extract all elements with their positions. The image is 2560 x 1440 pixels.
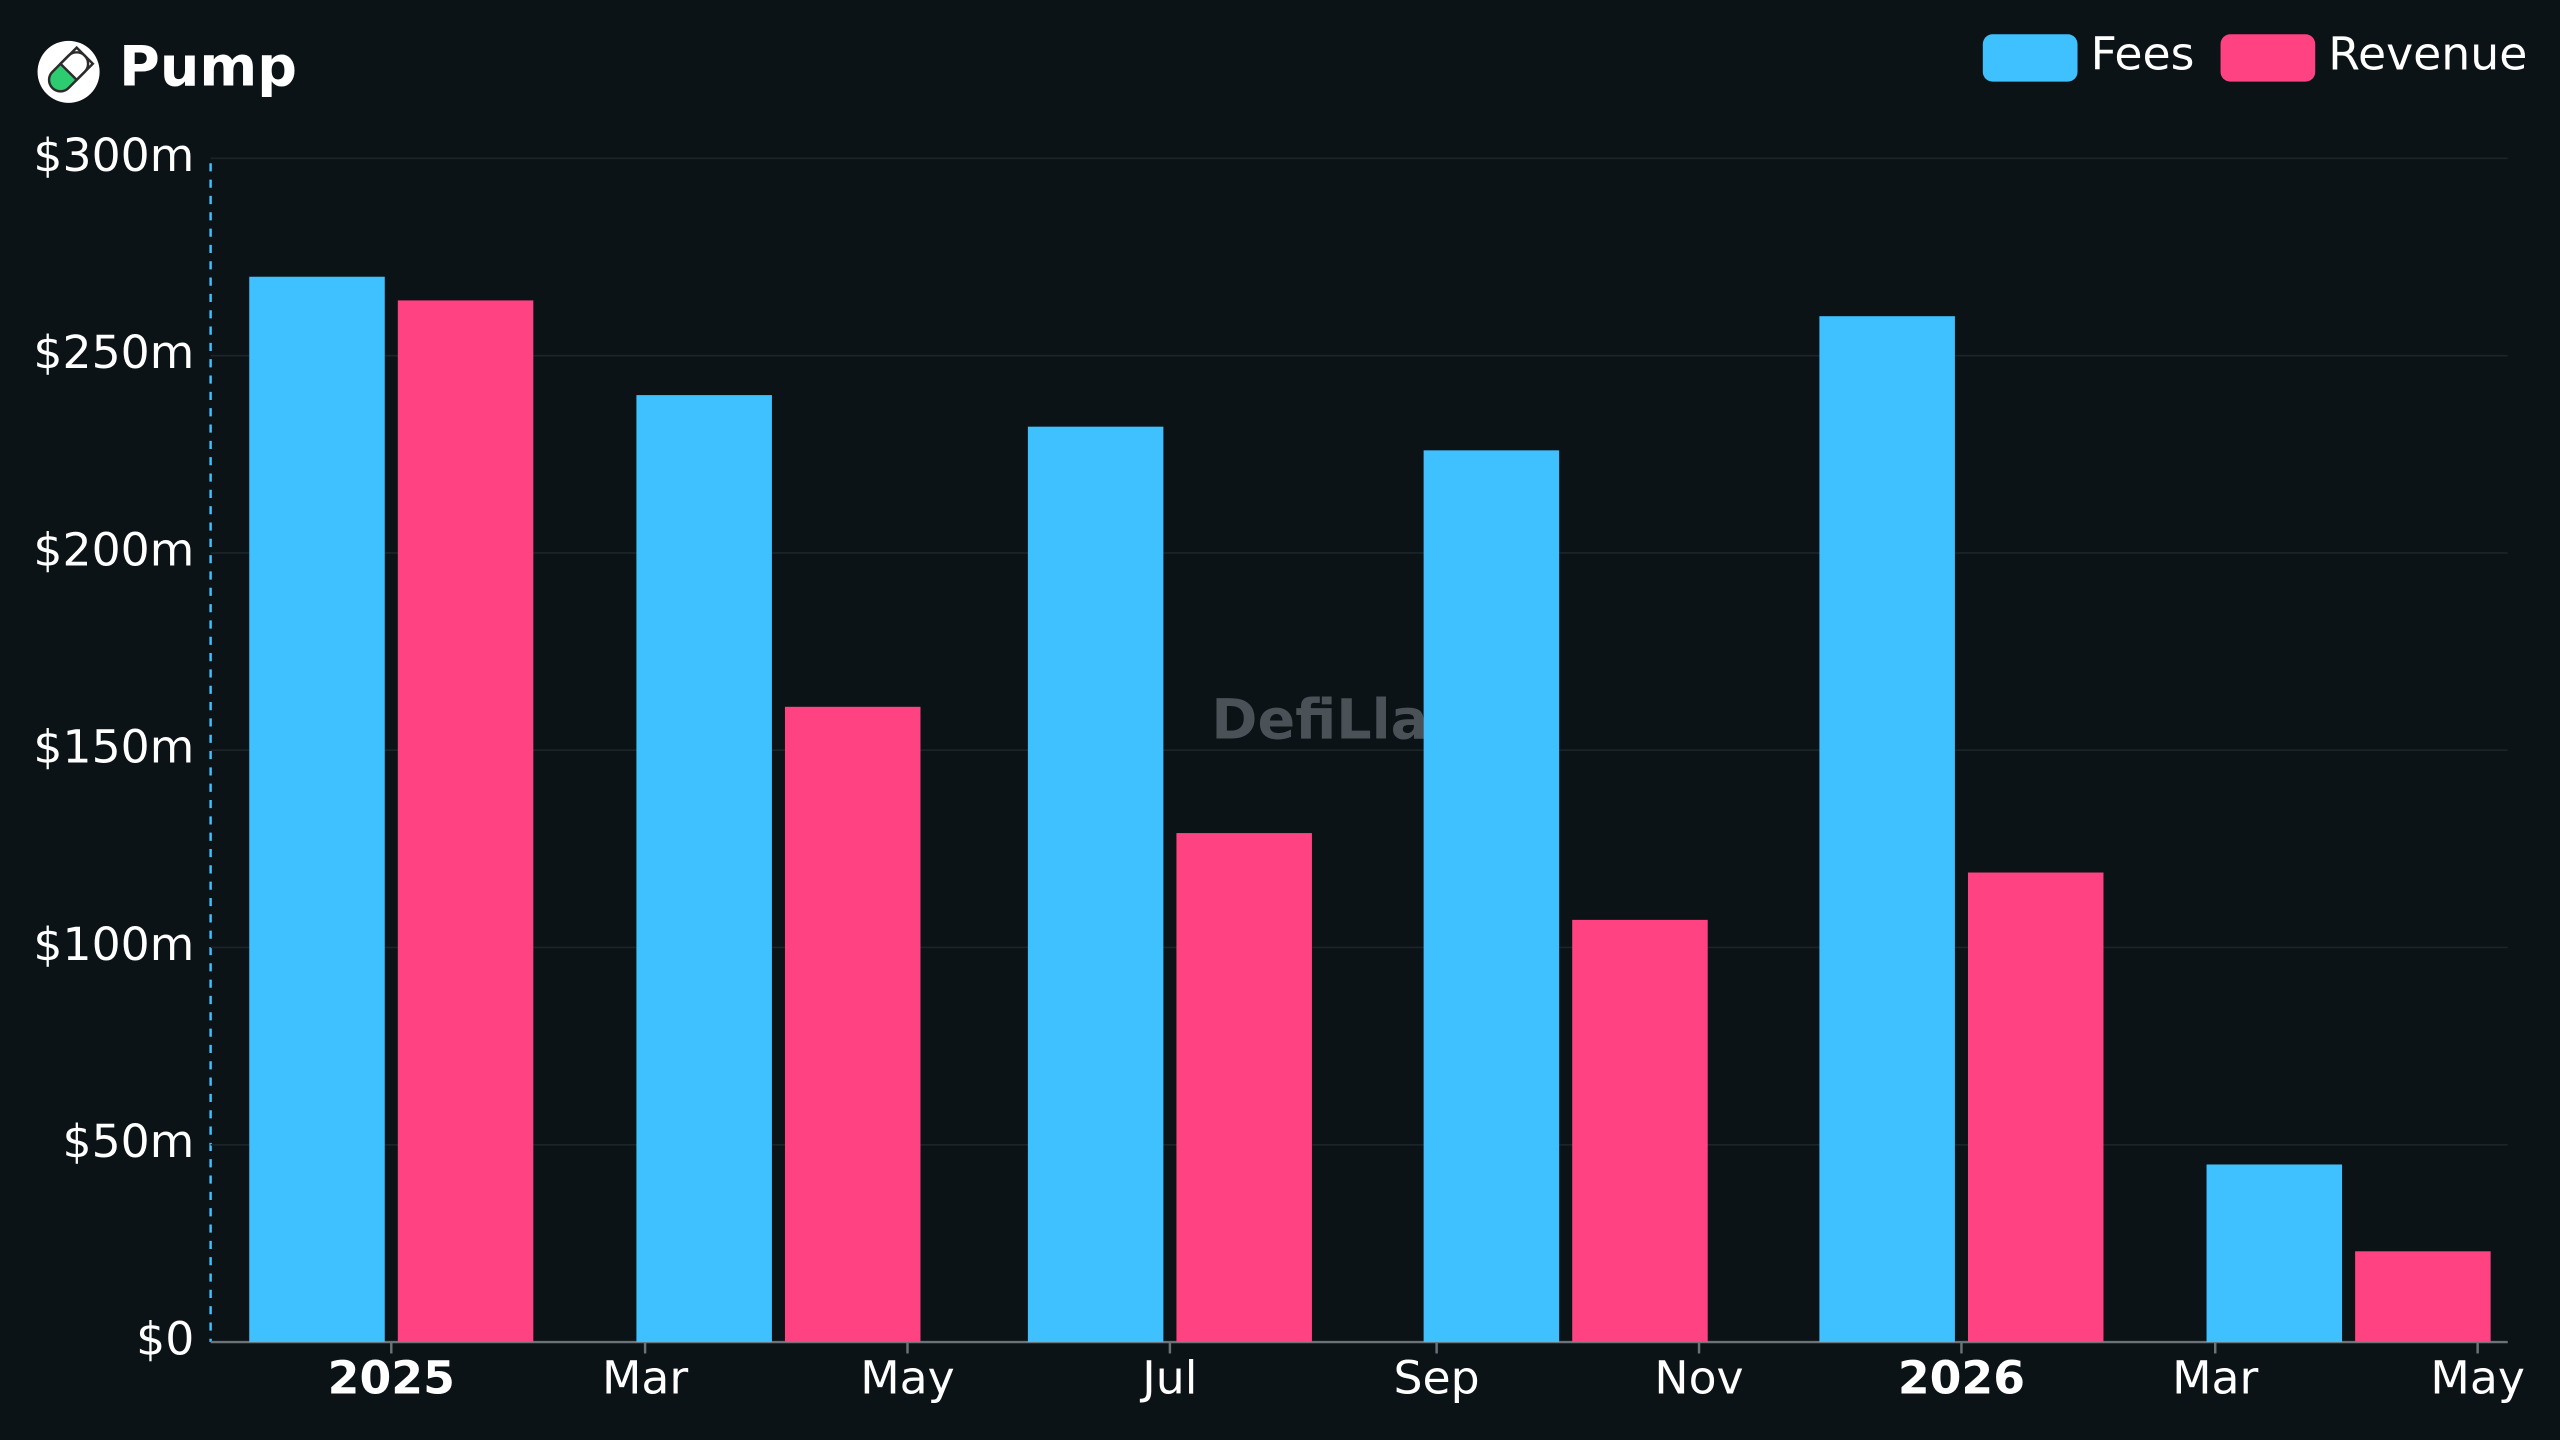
x-tick-label: Mar [602,1352,688,1405]
x-tick-label: Sep [1394,1352,1480,1405]
legend-swatch [2220,34,2316,82]
bar [1967,872,2104,1343]
y-tick-label: $100m [33,918,194,971]
y-tick-label: $50m [63,1115,195,1168]
bar [397,300,534,1343]
bar [249,276,385,1343]
bar [2206,1164,2343,1343]
y-tick-label: $150m [33,721,194,774]
x-tick-label: Jul [1139,1352,1197,1405]
y-tick-label: $300m [33,129,194,182]
x-tick-label: Nov [1654,1352,1743,1405]
legend-label: Revenue [2328,28,2527,81]
x-tick-label: May [860,1352,954,1405]
plot-area: DefiLlama$0$50m$100m$150m$200m$250m$300m… [33,28,2527,1405]
x-tick-label: 2025 [328,1352,455,1405]
bar [1572,919,1708,1343]
y-tick-label: $200m [33,523,194,576]
x-tick-label: Mar [2172,1352,2258,1405]
bar [1176,833,1312,1343]
bar [784,706,921,1343]
legend-label: Fees [2091,28,2195,81]
x-tick-label: May [2430,1352,2525,1405]
legend-swatch [1982,34,2078,82]
bar [636,395,772,1343]
bar [1423,450,1560,1343]
chart-title: Pump [119,34,297,99]
bar [2355,1251,2491,1343]
bar [1819,316,1955,1343]
bar [1027,426,1164,1343]
x-tick-label: 2026 [1898,1352,2025,1405]
y-tick-label: $0 [136,1313,194,1366]
y-tick-label: $250m [33,326,194,379]
logo [37,40,100,103]
